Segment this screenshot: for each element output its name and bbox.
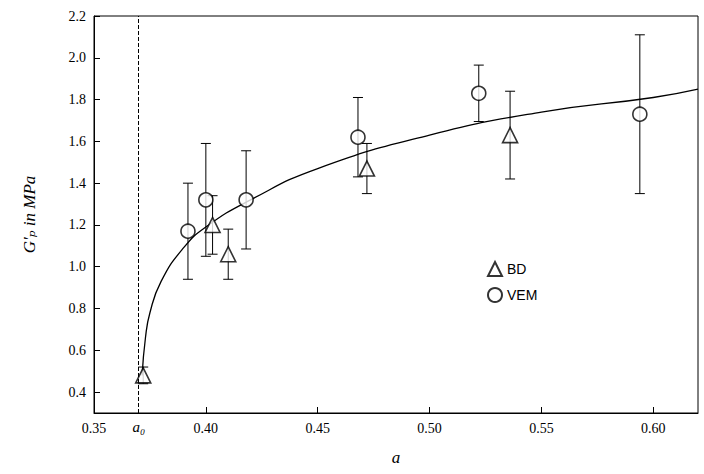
svg-text:0.8: 0.8 [69,301,87,316]
svg-text:0.40: 0.40 [194,421,219,436]
svg-text:VEM: VEM [507,287,537,303]
svg-text:1.6: 1.6 [69,134,87,149]
svg-text:0.60: 0.60 [641,421,666,436]
svg-text:0.4: 0.4 [69,385,87,400]
svg-text:1.8: 1.8 [69,92,87,107]
svg-text:0.55: 0.55 [529,421,554,436]
svg-text:2.0: 2.0 [69,50,87,65]
svg-text:BD: BD [507,261,526,277]
svg-text:0.50: 0.50 [417,421,442,436]
svg-text:1.2: 1.2 [69,217,87,232]
svg-text:1.4: 1.4 [69,176,87,191]
svg-text:1.0: 1.0 [69,259,87,274]
svg-text:a₀: a₀ [132,419,145,435]
svg-text:0.45: 0.45 [305,421,330,436]
svg-text:a: a [392,448,401,467]
svg-text:0.6: 0.6 [69,343,87,358]
svg-text:0.35: 0.35 [82,421,107,436]
svg-text:2.2: 2.2 [69,9,87,24]
svg-text:G′ₚ in MPa: G′ₚ in MPa [20,176,39,254]
